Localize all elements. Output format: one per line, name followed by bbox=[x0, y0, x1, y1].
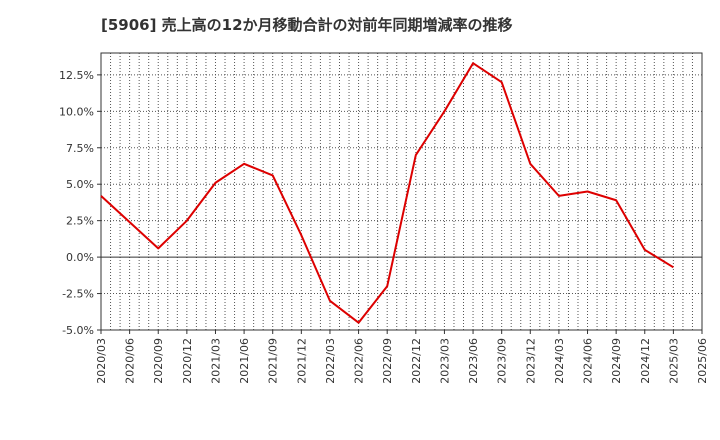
x-tick-label: 2024/03 bbox=[553, 338, 566, 384]
y-tick-label: 12.5% bbox=[59, 69, 94, 82]
x-tick-label: 2023/09 bbox=[496, 338, 509, 384]
y-tick-label: 10.0% bbox=[59, 105, 94, 118]
x-tick-label: 2023/12 bbox=[524, 338, 537, 384]
x-tick-label: 2020/06 bbox=[124, 338, 137, 384]
x-tick-label: 2024/06 bbox=[582, 338, 595, 384]
x-tick-label: 2023/03 bbox=[438, 338, 451, 384]
x-tick-label: 2022/06 bbox=[353, 338, 366, 384]
x-tick-label: 2022/03 bbox=[324, 338, 337, 384]
x-tick-label: 2025/03 bbox=[667, 338, 680, 384]
x-tick-label: 2020/12 bbox=[181, 338, 194, 384]
y-tick-label: 0.0% bbox=[66, 251, 94, 264]
plot-frame bbox=[100, 52, 703, 331]
x-tick-label: 2021/12 bbox=[295, 338, 308, 384]
x-tick-label: 2021/09 bbox=[267, 338, 280, 384]
x-tick-label: 2021/03 bbox=[209, 338, 222, 384]
x-tick-label: 2022/09 bbox=[381, 338, 394, 384]
x-tick-label: 2025/06 bbox=[696, 338, 709, 384]
plot-area bbox=[101, 53, 702, 330]
y-axis-ticks: -5.0% -2.5% 0.0% 2.5% 5.0% 7.5% 10.0% 12.5% bbox=[59, 69, 101, 337]
y-tick-label: -2.5% bbox=[62, 288, 94, 301]
x-tick-label: 2020/03 bbox=[95, 338, 108, 384]
x-tick-label: 2020/09 bbox=[152, 338, 165, 384]
x-tick-label: 2022/12 bbox=[410, 338, 423, 384]
x-tick-label: 2021/06 bbox=[238, 338, 251, 384]
y-tick-label: 5.0% bbox=[66, 178, 94, 191]
x-axis-ticks: 2020/03 2020/06 2020/09 2020/12 2021/03 2021/… bbox=[95, 330, 709, 384]
x-tick-label: 2023/06 bbox=[467, 338, 480, 384]
chart-title: [5906] 売上高の12か月移動合計の対前年同期増減率の推移 bbox=[101, 16, 513, 34]
vertical-gridlines bbox=[110, 53, 693, 330]
series-line bbox=[100, 62, 674, 324]
x-tick-label: 2024/12 bbox=[639, 338, 652, 384]
y-tick-label: 2.5% bbox=[66, 215, 94, 228]
x-tick-label: 2024/09 bbox=[610, 338, 623, 384]
y-tick-label: -5.0% bbox=[62, 324, 94, 337]
y-tick-label: 7.5% bbox=[66, 142, 94, 155]
